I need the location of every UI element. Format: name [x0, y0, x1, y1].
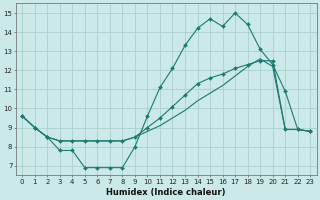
- X-axis label: Humidex (Indice chaleur): Humidex (Indice chaleur): [107, 188, 226, 197]
